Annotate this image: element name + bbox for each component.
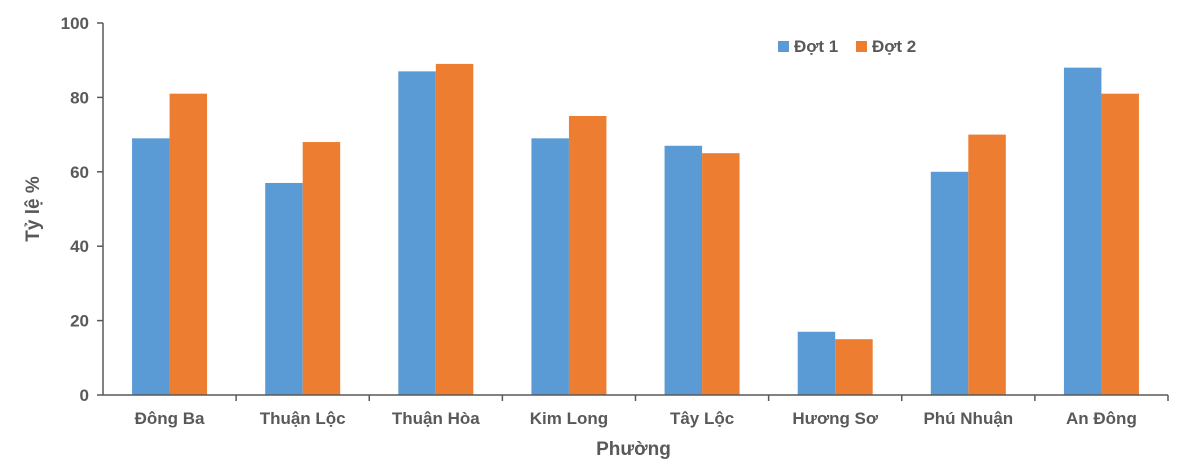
- x-category-label: Thuận Hòa: [392, 409, 480, 428]
- x-ticks-group: Đông Ba Thuận Lộc Thuận Hòa Kim Long Tây Lộc…: [135, 395, 1169, 428]
- legend-swatch: [856, 41, 867, 52]
- y-axis-title: Tỷ lệ %: [23, 176, 44, 242]
- legend-swatch: [778, 41, 789, 52]
- y-tick-label: 20: [70, 312, 89, 331]
- y-tick-label: 80: [70, 88, 89, 107]
- legend-label: Đợt 2: [872, 37, 916, 56]
- axes-group: [102, 23, 1168, 396]
- x-category-label: Kim Long: [530, 409, 608, 428]
- x-category-label: Hương Sơ: [792, 409, 879, 428]
- legend-label: Đợt 1: [794, 37, 838, 56]
- y-tick-label: 100: [61, 14, 89, 33]
- bar-series-1: [1063, 67, 1102, 395]
- bar-series-1: [531, 138, 569, 395]
- x-category-label: Thuận Lộc: [260, 409, 346, 428]
- bar-series-2: [702, 153, 740, 395]
- y-tick-label: 0: [80, 386, 89, 405]
- bar-series-1: [930, 171, 969, 395]
- bars-group: [132, 63, 1139, 396]
- bar-series-2: [968, 134, 1006, 395]
- bar-series-2: [835, 339, 873, 395]
- bar-series-2: [302, 142, 341, 395]
- x-axis-title: Phường: [596, 439, 671, 460]
- x-category-label: Phú Nhuận: [923, 409, 1013, 428]
- bar-series-1: [398, 71, 436, 396]
- y-tick-label: 40: [70, 237, 89, 256]
- x-category-label: Đông Ba: [135, 409, 205, 428]
- bar-series-1: [664, 145, 703, 395]
- bar-series-2: [435, 63, 474, 396]
- bar-series-2: [1101, 93, 1139, 396]
- bar-series-1: [132, 138, 170, 395]
- legend: Đợt 1 Đợt 2: [778, 37, 916, 56]
- bar-series-2: [169, 93, 208, 396]
- y-tick-label: 60: [70, 163, 89, 182]
- bar-series-2: [568, 116, 607, 395]
- y-ticks-group: 0 20 40 60 80 100: [61, 14, 103, 405]
- x-category-label: An Đông: [1066, 409, 1137, 428]
- bar-series-1: [797, 331, 836, 395]
- x-category-label: Tây Lộc: [670, 409, 734, 428]
- bar-series-1: [265, 182, 303, 395]
